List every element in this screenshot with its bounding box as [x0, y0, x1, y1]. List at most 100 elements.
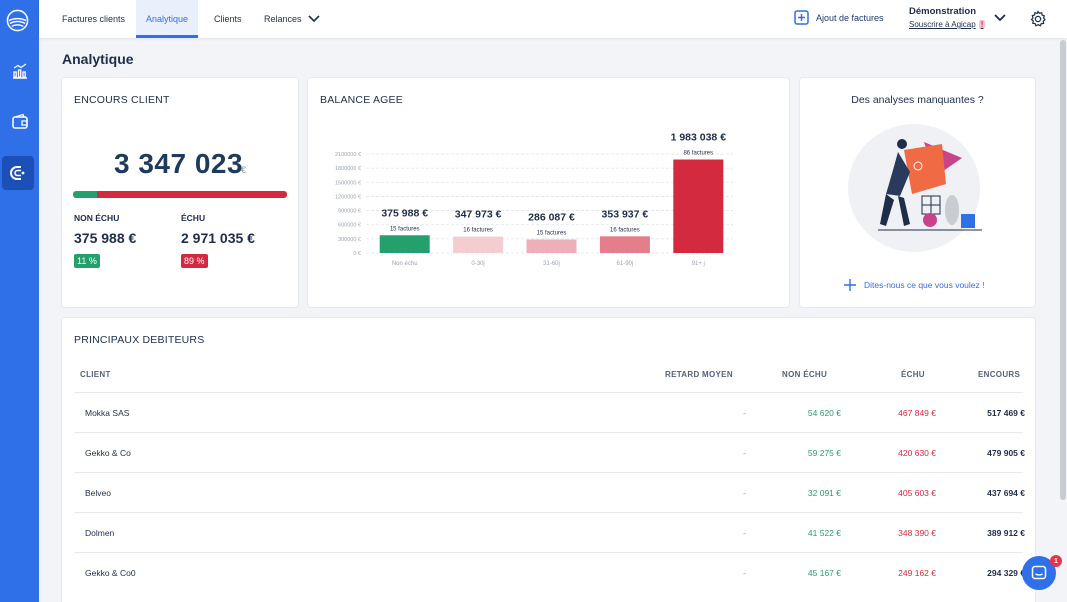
- encours-split-bar: [73, 191, 287, 198]
- table-row[interactable]: Gekko & Co - 59 275 € 420 630 € 479 905 €: [74, 432, 1025, 472]
- magnet-icon: [10, 166, 25, 180]
- cell-encours: 389 912 €: [987, 528, 1025, 538]
- bar-count-label: 86 factures: [683, 151, 713, 157]
- balance-chart: 0 € 300000 € 600000 € 900000 € 1200000 € 1500…: [335, 132, 733, 267]
- tab-relances[interactable]: Relances: [254, 0, 330, 38]
- bar-value-label: 347 973 €: [455, 209, 502, 221]
- bar-value-label: 353 937 €: [602, 208, 649, 220]
- cell-client: Gekko & Co: [85, 448, 131, 458]
- bar-count-label: 15 factures: [390, 226, 420, 232]
- app-logo-icon[interactable]: [6, 9, 29, 32]
- scrollbar[interactable]: [1060, 40, 1066, 500]
- bar: [526, 239, 577, 253]
- col-encours[interactable]: ENCOURS: [978, 370, 1021, 379]
- bar-value-label: 375 988 €: [381, 207, 428, 219]
- chat-icon: [1031, 565, 1047, 580]
- table-row[interactable]: Belveo - 32 091 € 405 603 € 437 694 €: [74, 472, 1025, 512]
- bar: [379, 235, 430, 253]
- x-tick-label: 61-90j: [617, 261, 634, 267]
- user-name: Démonstration: [909, 6, 977, 17]
- encours-currency: €: [241, 165, 247, 175]
- encours-card: ENCOURS CLIENT 3 347 023 € NON ÉCHU 375 …: [61, 77, 299, 308]
- cell-retard: -: [743, 488, 746, 498]
- bar: [673, 159, 724, 253]
- cell-echu: 467 849 €: [898, 408, 936, 418]
- bar: [599, 236, 650, 253]
- bar-count-label: 16 factures: [463, 228, 493, 234]
- cell-echu: 405 603 €: [898, 488, 936, 498]
- add-invoices-button[interactable]: Ajout de factures: [794, 10, 884, 25]
- cell-client: Belveo: [85, 488, 111, 498]
- plus-square-icon: [794, 10, 809, 25]
- bar-count-label: 16 factures: [610, 227, 640, 233]
- bar-value-label: 286 087 €: [528, 212, 575, 224]
- cell-retard: -: [743, 528, 746, 538]
- balance-card: BALANCE AGEE 0 € 300000 € 600000 € 900000 €…: [307, 77, 790, 308]
- bar-value-label: 1 983 038 €: [671, 132, 727, 144]
- user-menu[interactable]: Démonstration Souscrire à Agicap !: [909, 6, 986, 29]
- missing-link-label: Dites-nous ce que vous voulez !: [864, 280, 985, 290]
- tab-analytique[interactable]: Analytique: [136, 0, 199, 38]
- tab-clients[interactable]: Clients: [214, 14, 242, 24]
- echu-amount: 2 971 035 €: [181, 230, 255, 246]
- sidebar-item-analytics[interactable]: [0, 54, 39, 88]
- subscribe-link[interactable]: Souscrire à Agicap !: [909, 20, 986, 29]
- sidebar-item-receivables[interactable]: [2, 156, 34, 190]
- y-tick-label: 2100000 €: [335, 152, 361, 158]
- table-row[interactable]: Dolmen - 41 522 € 348 390 € 389 912 €: [74, 512, 1025, 552]
- cell-encours: 479 905 €: [987, 448, 1025, 458]
- col-client[interactable]: CLIENT: [80, 370, 111, 379]
- cell-non-echu: 41 522 €: [807, 528, 841, 538]
- table-row[interactable]: Gekko & Co0 - 45 167 € 249 162 € 294 329 €: [74, 552, 1025, 592]
- non-echu-label: NON ÉCHU: [74, 213, 120, 223]
- wallet-icon: [11, 113, 28, 129]
- missing-request-link[interactable]: Dites-nous ce que vous voulez !: [844, 279, 984, 291]
- cell-non-echu: 45 167 €: [807, 568, 841, 578]
- bar-count-label: 15 factures: [537, 231, 567, 237]
- cell-non-echu: 32 091 €: [807, 488, 841, 498]
- table-row[interactable]: Mokka SAS - 54 620 € 467 849 € 517 469 €: [74, 392, 1025, 432]
- balance-title: BALANCE AGEE: [320, 94, 403, 106]
- cell-retard: -: [743, 448, 746, 458]
- col-non-echu[interactable]: NON ÉCHU: [782, 370, 828, 379]
- cell-echu: 420 630 €: [898, 448, 936, 458]
- cell-client: Gekko & Co0: [85, 568, 136, 578]
- cell-retard: -: [743, 408, 746, 418]
- y-tick-label: 300000 €: [338, 237, 361, 243]
- y-tick-label: 600000 €: [338, 223, 361, 229]
- page-title: Analytique: [62, 51, 134, 67]
- y-tick-label: 900000 €: [338, 209, 361, 215]
- debtors-card: PRINCIPAUX DEBITEURS CLIENT RETARD MOYEN…: [61, 317, 1036, 602]
- tab-factures-clients[interactable]: Factures clients: [62, 14, 126, 24]
- cell-encours: 294 329 €: [987, 568, 1025, 578]
- echu-label: ÉCHU: [181, 213, 206, 223]
- add-invoices-label: Ajout de factures: [816, 12, 884, 23]
- cell-encours: 437 694 €: [987, 488, 1025, 498]
- encours-total: 3 347 023: [114, 148, 244, 179]
- chevron-down-icon: [307, 15, 320, 23]
- user-menu-chevron-icon[interactable]: [994, 13, 1006, 23]
- echu-pct: 89 %: [181, 254, 208, 268]
- sidebar: [0, 0, 39, 602]
- col-retard[interactable]: RETARD MOYEN: [665, 370, 733, 379]
- cell-echu: 348 390 €: [898, 528, 936, 538]
- gear-icon[interactable]: [1029, 10, 1047, 28]
- cell-non-echu: 54 620 €: [807, 408, 841, 418]
- debtors-title: PRINCIPAUX DEBITEURS: [74, 334, 205, 346]
- non-echu-pct: 11 %: [74, 254, 100, 268]
- plus-icon: [844, 279, 856, 291]
- x-tick-label: 91+ j: [692, 261, 705, 267]
- missing-card: Des analyses manquantes ? Dites-nous ce …: [799, 77, 1036, 308]
- top-nav: Factures clients Analytique Clients Rela…: [39, 0, 1067, 38]
- cell-encours: 517 469 €: [987, 408, 1025, 418]
- chat-notification-badge: 1: [1050, 555, 1062, 567]
- subscribe-alert-badge: !: [978, 20, 986, 29]
- tab-relances-label: Relances: [264, 14, 302, 24]
- subscribe-label: Souscrire à Agicap: [909, 20, 976, 29]
- x-tick-label: 0-30j: [471, 261, 484, 267]
- sidebar-item-wallet[interactable]: [0, 105, 39, 139]
- split-echu: [96, 191, 287, 198]
- col-echu[interactable]: ÉCHU: [901, 370, 925, 379]
- cell-non-echu: 59 275 €: [807, 448, 841, 458]
- y-tick-label: 1800000 €: [335, 166, 361, 172]
